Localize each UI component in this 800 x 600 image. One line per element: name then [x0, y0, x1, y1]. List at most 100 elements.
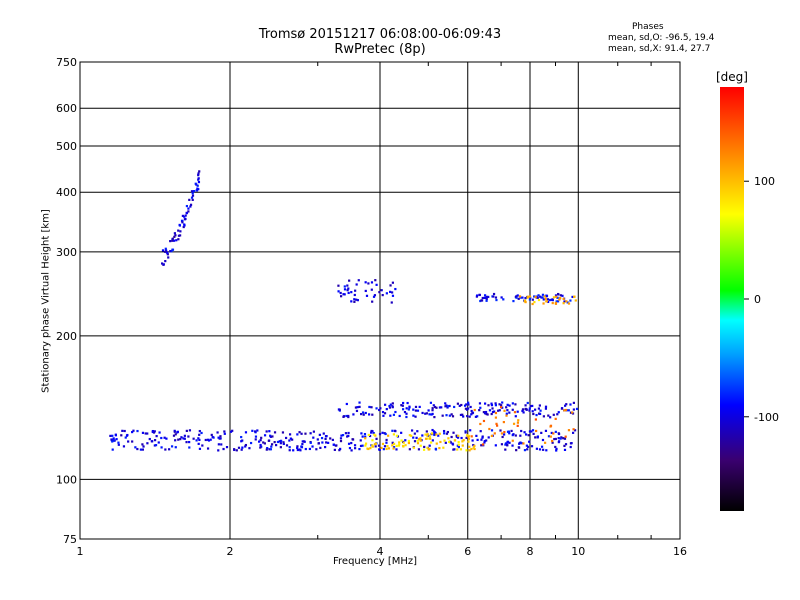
- data-point: [229, 430, 233, 433]
- data-point: [269, 448, 273, 451]
- data-point: [515, 449, 518, 452]
- data-point: [350, 300, 353, 303]
- data-point: [446, 405, 450, 408]
- data-point: [114, 434, 118, 437]
- data-point: [256, 429, 259, 432]
- data-point: [181, 221, 184, 224]
- data-point: [166, 252, 169, 255]
- data-point: [450, 435, 453, 439]
- data-point: [265, 448, 268, 451]
- data-point: [575, 407, 579, 411]
- data-point: [122, 445, 126, 448]
- data-point: [373, 294, 377, 297]
- data-point: [139, 448, 142, 451]
- data-point: [483, 441, 486, 444]
- data-point: [493, 410, 496, 413]
- data-point: [184, 214, 187, 217]
- data-point: [187, 207, 190, 210]
- data-point: [346, 284, 349, 287]
- data-point: [528, 430, 532, 433]
- data-point: [418, 405, 421, 409]
- data-point: [398, 441, 401, 444]
- data-point: [281, 431, 285, 434]
- data-point: [183, 434, 186, 437]
- data-point: [153, 430, 156, 433]
- data-point: [537, 407, 540, 410]
- data-point: [378, 408, 381, 412]
- data-point: [392, 447, 395, 450]
- data-point: [284, 436, 288, 440]
- data-point: [200, 431, 203, 435]
- data-point: [385, 447, 388, 451]
- data-point: [367, 433, 370, 437]
- data-point: [405, 407, 408, 410]
- data-point: [419, 439, 422, 442]
- data-point: [163, 250, 167, 253]
- y-tick-label: 75: [63, 533, 77, 546]
- data-point: [357, 279, 360, 282]
- data-point: [471, 439, 474, 442]
- data-point: [131, 440, 134, 443]
- colorbar: [720, 87, 744, 511]
- data-point: [499, 429, 502, 432]
- data-point: [452, 431, 455, 434]
- data-point: [485, 412, 488, 416]
- data-point: [555, 300, 558, 303]
- data-point: [428, 435, 431, 438]
- data-point: [240, 440, 243, 443]
- data-point: [525, 433, 528, 436]
- data-point: [219, 435, 222, 438]
- data-point: [544, 297, 547, 300]
- data-point: [121, 429, 124, 432]
- colorbar-ticks: 100 0 -100: [744, 175, 779, 424]
- data-point: [278, 440, 281, 443]
- data-point: [494, 296, 498, 299]
- data-point: [241, 446, 244, 449]
- data-point: [289, 437, 292, 440]
- data-point: [543, 295, 546, 298]
- data-point: [427, 448, 430, 451]
- data-point: [182, 437, 185, 440]
- data-point: [545, 294, 549, 298]
- data-point: [521, 408, 525, 411]
- data-point: [549, 435, 552, 438]
- data-point: [185, 204, 189, 208]
- data-point: [495, 422, 498, 425]
- data-point: [461, 413, 464, 416]
- data-point: [179, 438, 182, 441]
- data-point: [193, 190, 196, 193]
- data-point: [416, 430, 419, 433]
- data-point: [364, 437, 367, 440]
- data-point: [560, 407, 564, 410]
- data-point: [478, 402, 482, 405]
- data-point: [288, 449, 291, 452]
- data-point: [498, 403, 501, 406]
- data-point: [490, 429, 494, 432]
- data-point: [557, 293, 560, 296]
- data-point: [123, 429, 126, 433]
- data-point: [563, 437, 567, 440]
- data-point: [280, 439, 283, 442]
- data-point: [500, 443, 504, 446]
- data-point: [486, 413, 489, 416]
- data-point: [374, 279, 377, 282]
- data-point: [151, 429, 154, 433]
- data-point: [348, 279, 351, 282]
- data-point: [177, 234, 181, 237]
- data-point: [373, 433, 376, 436]
- data-point: [345, 414, 348, 418]
- data-point: [324, 445, 327, 449]
- data-point: [521, 296, 524, 299]
- data-point: [432, 404, 435, 407]
- data-point: [383, 445, 387, 448]
- data-point: [468, 445, 471, 448]
- x-tick-label: 10: [571, 545, 585, 558]
- data-point: [174, 433, 177, 436]
- data-point: [516, 294, 519, 297]
- data-point: [483, 439, 486, 443]
- data-point: [352, 413, 355, 416]
- data-point: [483, 402, 487, 405]
- data-point: [339, 437, 343, 440]
- data-point: [369, 447, 372, 450]
- data-point: [572, 401, 575, 404]
